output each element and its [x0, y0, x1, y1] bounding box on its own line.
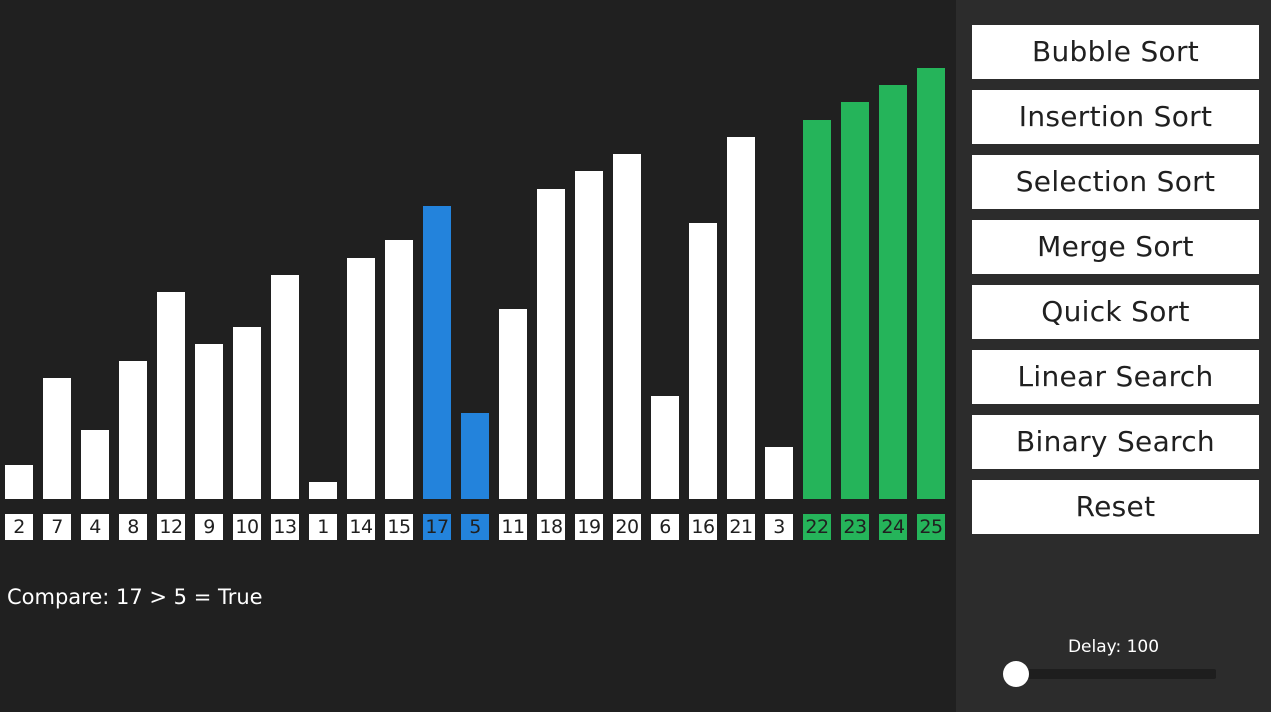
bar-23 — [841, 102, 869, 499]
visualization-area: 2 7 4 8 12 9 10 13 1 14 15 17 5 11 18 19 20 6 16 21 3 22 23 24 2… — [5, 67, 945, 609]
bar-21 — [727, 136, 755, 499]
bar-label-2: 2 — [5, 514, 33, 540]
bar-16 — [689, 223, 717, 499]
merge-sort-button[interactable]: Merge Sort — [972, 220, 1259, 274]
bar-label-3: 3 — [765, 514, 793, 540]
bar-label-20: 20 — [613, 514, 641, 540]
bar-label-25: 25 — [917, 514, 945, 540]
bar-6 — [651, 395, 679, 499]
bar-label-15: 15 — [385, 514, 413, 540]
status-text: Compare: 17 > 5 = True — [7, 585, 263, 609]
bar-7 — [43, 378, 71, 499]
bar-4 — [81, 430, 109, 499]
bar-label-14: 14 — [347, 514, 375, 540]
delay-label: Delay: 100 — [1067, 637, 1160, 657]
binary-search-button[interactable]: Binary Search — [972, 415, 1259, 469]
bar-label-4: 4 — [81, 514, 109, 540]
bar-13 — [271, 274, 299, 499]
bar-24 — [879, 85, 907, 499]
bar-25 — [917, 67, 945, 499]
bar-9 — [195, 343, 223, 499]
bar-label-18: 18 — [537, 514, 565, 540]
bar-label-21: 21 — [727, 514, 755, 540]
bar-17 — [423, 205, 451, 499]
bar-20 — [613, 154, 641, 499]
bar-label-23: 23 — [841, 514, 869, 540]
bar-label-11: 11 — [499, 514, 527, 540]
delay-slider-track[interactable] — [1016, 669, 1216, 679]
bar-18 — [537, 188, 565, 499]
quick-sort-button[interactable]: Quick Sort — [972, 285, 1259, 339]
bar-3 — [765, 447, 793, 499]
delay-slider-thumb[interactable] — [1003, 661, 1029, 687]
bar-label-1: 1 — [309, 514, 337, 540]
bar-10 — [233, 326, 261, 499]
bar-12 — [157, 292, 185, 499]
bar-2 — [5, 464, 33, 499]
bar-label-10: 10 — [233, 514, 261, 540]
bar-22 — [803, 119, 831, 499]
control-panel: Bubble Sort Insertion Sort Selection Sort M… — [956, 0, 1271, 712]
bar-label-9: 9 — [195, 514, 223, 540]
bar-label-5: 5 — [461, 514, 489, 540]
bubble-sort-button[interactable]: Bubble Sort — [972, 25, 1259, 79]
bar-label-12: 12 — [157, 514, 185, 540]
bar-label-16: 16 — [689, 514, 717, 540]
bar-14 — [347, 257, 375, 499]
insertion-sort-button[interactable]: Insertion Sort — [972, 90, 1259, 144]
bar-label-13: 13 — [271, 514, 299, 540]
bar-label-19: 19 — [575, 514, 603, 540]
bar-label-17: 17 — [423, 514, 451, 540]
bar-label-8: 8 — [119, 514, 147, 540]
bar-19 — [575, 171, 603, 499]
bar-8 — [119, 361, 147, 499]
bar-chart — [5, 67, 945, 499]
linear-search-button[interactable]: Linear Search — [972, 350, 1259, 404]
bar-1 — [309, 481, 337, 499]
selection-sort-button[interactable]: Selection Sort — [972, 155, 1259, 209]
bar-11 — [499, 309, 527, 499]
bar-label-22: 22 — [803, 514, 831, 540]
bar-15 — [385, 240, 413, 499]
bar-label-7: 7 — [43, 514, 71, 540]
bar-5 — [461, 412, 489, 499]
bar-label-24: 24 — [879, 514, 907, 540]
reset-button[interactable]: Reset — [972, 480, 1259, 534]
bar-label-6: 6 — [651, 514, 679, 540]
